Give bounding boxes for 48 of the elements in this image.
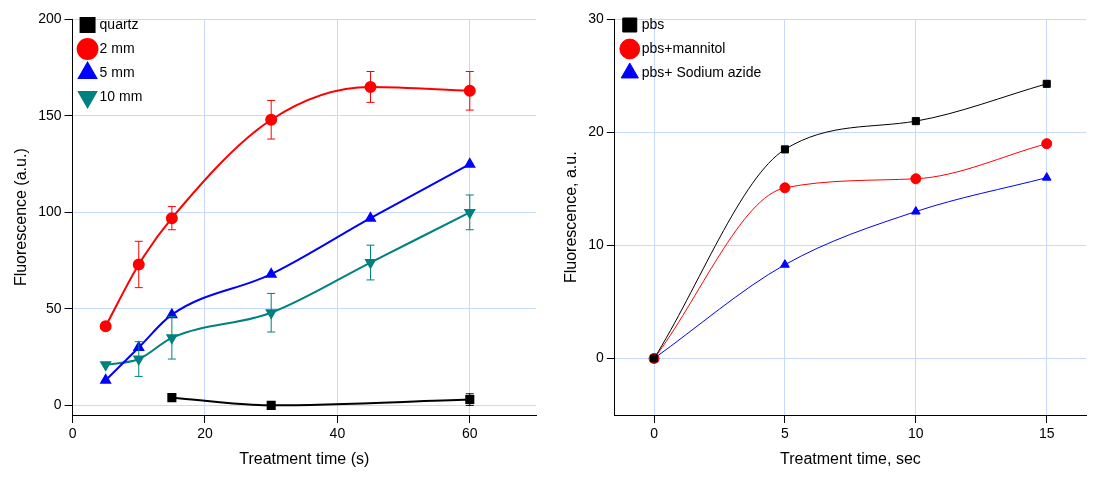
point (1042, 79, 1051, 88)
legend-label: pbs (641, 15, 665, 32)
point (100, 361, 111, 371)
x-tick-label: 40 (329, 425, 346, 442)
point (1041, 138, 1053, 150)
point (265, 309, 277, 319)
point (99, 320, 112, 333)
y-tick-label: 0 (53, 396, 62, 413)
x-axis-title: Treatment time (s) (239, 449, 370, 467)
y-axis-title: Fluorescence (a.u.) (12, 148, 30, 287)
point (167, 393, 177, 403)
x-tick-label: 20 (197, 425, 213, 442)
y-tick-label: 150 (38, 106, 62, 123)
x-tick-label: 0 (68, 425, 77, 442)
legend-label: pbs+mannitol (641, 39, 726, 56)
point (780, 145, 789, 154)
point (265, 268, 277, 278)
y-tick-label: 0 (595, 349, 604, 366)
point (910, 173, 922, 185)
point (779, 182, 791, 194)
legend-label: 5 mm (99, 63, 135, 80)
point (463, 84, 476, 97)
point (780, 259, 790, 268)
point (1041, 172, 1052, 181)
point (911, 117, 920, 126)
y-tick-label: 200 (38, 10, 62, 27)
legend-label: quartz (99, 15, 139, 32)
x-tick-label: 15 (1038, 425, 1055, 442)
y-tick-label: 10 (588, 236, 604, 253)
legend-label: 10 mm (99, 87, 143, 104)
x-tick-label: 60 (462, 425, 478, 442)
y-axis-title: Fluorescence, a.u. (562, 151, 580, 284)
point (464, 158, 476, 168)
x-tick-label: 0 (650, 425, 659, 442)
point (365, 259, 376, 269)
y-tick-label: 20 (588, 123, 604, 140)
y-tick-label: 50 (45, 299, 62, 316)
legend-label: pbs+ Sodium azide (641, 63, 762, 80)
point (266, 400, 276, 410)
point (100, 374, 111, 384)
x-tick-label: 10 (908, 425, 924, 442)
x-tick-label: 5 (781, 425, 790, 442)
point (911, 206, 921, 215)
y-tick-label: 30 (588, 10, 604, 27)
point (365, 212, 376, 222)
x-axis-title: Treatment time, sec (780, 449, 921, 467)
legend-label: 2 mm (99, 39, 135, 56)
y-tick-label: 100 (38, 203, 62, 220)
